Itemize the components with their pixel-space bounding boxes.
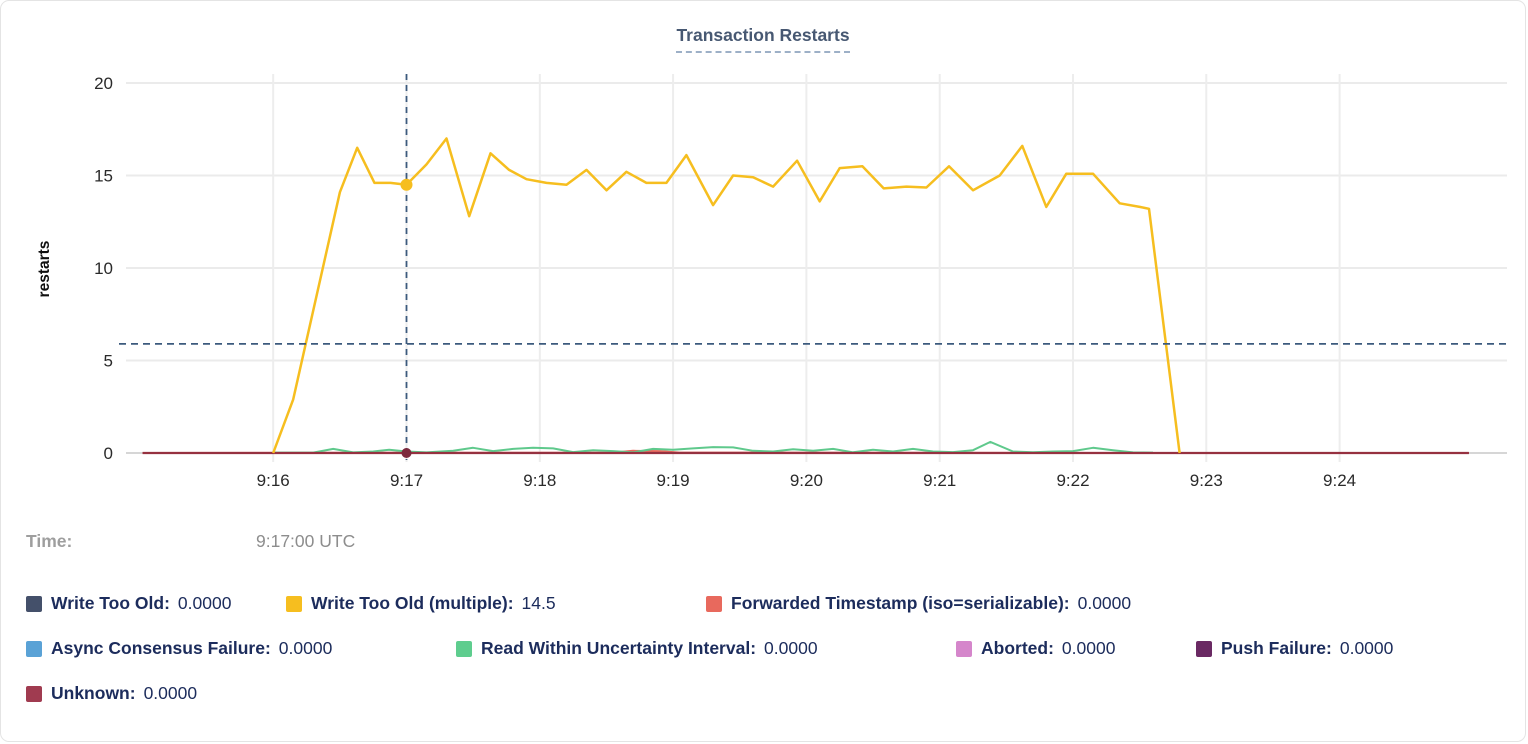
chart-header: Transaction Restarts bbox=[1, 25, 1525, 53]
legend-item-async-consensus-failure[interactable]: Async Consensus Failure: 0.0000 bbox=[26, 638, 456, 659]
y-tick-label: 0 bbox=[104, 444, 113, 463]
x-tick-label: 9:16 bbox=[257, 471, 290, 490]
y-tick-label: 15 bbox=[94, 167, 113, 186]
series-color-swatch bbox=[26, 685, 42, 702]
legend-item-push-failure[interactable]: Push Failure: 0.0000 bbox=[1196, 638, 1393, 659]
x-tick-label: 9:18 bbox=[523, 471, 556, 490]
x-tick-label: 9:24 bbox=[1323, 471, 1356, 490]
legend-series-value: 14.5 bbox=[521, 593, 556, 613]
legend-series-value: 0.0000 bbox=[1339, 638, 1394, 658]
x-tick-label: 9:19 bbox=[657, 471, 690, 490]
series-color-swatch bbox=[956, 640, 972, 657]
axis-labels: 0 5 10 15 20 9:16 9:17 9:18 9:19 9:20 9:21 9:22 9:23… bbox=[36, 74, 1356, 490]
legend-item-unknown[interactable]: Unknown: 0.0000 bbox=[26, 683, 197, 704]
time-value: 9:17:00 UTC bbox=[256, 531, 356, 551]
series-color-swatch bbox=[286, 595, 302, 612]
legend-series-label: Write Too Old: bbox=[51, 593, 170, 613]
legend-series-label: Write Too Old (multiple): bbox=[311, 593, 514, 613]
series-lines bbox=[142, 137, 1469, 455]
legend-item-read-within-uncertainty-interval[interactable]: Read Within Uncertainty Interval: 0.0000 bbox=[456, 638, 956, 659]
x-tick-label: 9:20 bbox=[790, 471, 823, 490]
transaction-restarts-chart[interactable]: 0 5 10 15 20 9:16 9:17 9:18 9:19 9:20 9:21 9:22 9:23… bbox=[1, 1, 1526, 506]
y-tick-label: 10 bbox=[94, 259, 113, 278]
hover-marker-unknown bbox=[401, 448, 412, 458]
legend-series-label: Unknown: bbox=[51, 683, 136, 703]
legend-series-value: 0.0000 bbox=[1077, 593, 1132, 613]
series-color-swatch bbox=[456, 640, 472, 657]
legend-item-aborted[interactable]: Aborted: 0.0000 bbox=[956, 638, 1196, 659]
hover-time-row: Time: 9:17:00 UTC bbox=[1, 531, 1525, 552]
series-color-swatch bbox=[26, 595, 42, 612]
chart-title-link[interactable]: Transaction Restarts bbox=[676, 25, 850, 53]
legend-series-label: Push Failure: bbox=[1221, 638, 1332, 658]
legend-item-forwarded-timestamp-iso-serializable[interactable]: Forwarded Timestamp (iso=serializable): 0… bbox=[706, 593, 1131, 614]
legend-series-value: 0.0000 bbox=[1061, 638, 1116, 658]
hover-marker-write-too-old-multiple bbox=[400, 178, 413, 191]
legend-row: Write Too Old: 0.0000 Write Too Old (multi… bbox=[1, 581, 1525, 626]
x-tick-label: 9:22 bbox=[1056, 471, 1089, 490]
legend-series-label: Aborted: bbox=[981, 638, 1054, 658]
legend-series-value: 0.0000 bbox=[764, 638, 818, 658]
legend-row: Async Consensus Failure: 0.0000 Read Withi… bbox=[1, 626, 1525, 671]
x-tick-label: 9:21 bbox=[923, 471, 956, 490]
legend: Write Too Old: 0.0000 Write Too Old (multi… bbox=[1, 581, 1525, 716]
legend-series-label: Read Within Uncertainty Interval: bbox=[481, 638, 757, 658]
y-axis-title: restarts bbox=[36, 241, 53, 298]
hover-point-markers bbox=[400, 178, 413, 458]
time-label: Time: bbox=[26, 531, 73, 551]
legend-item-write-too-old[interactable]: Write Too Old: 0.0000 bbox=[26, 593, 286, 614]
legend-series-label: Async Consensus Failure: bbox=[51, 638, 271, 658]
legend-item-write-too-old-multiple[interactable]: Write Too Old (multiple): 14.5 bbox=[286, 593, 706, 614]
legend-series-value: 0.0000 bbox=[278, 638, 333, 658]
series-color-swatch bbox=[1196, 640, 1212, 657]
y-tick-label: 20 bbox=[94, 74, 113, 93]
series-color-swatch bbox=[706, 595, 722, 612]
y-tick-label: 5 bbox=[104, 352, 113, 371]
series-line-write-too-old-multiple bbox=[272, 137, 1181, 454]
gridlines bbox=[126, 74, 1507, 462]
hover-crosshair bbox=[119, 74, 1507, 460]
legend-series-value: 0.0000 bbox=[177, 593, 232, 613]
legend-series-label: Forwarded Timestamp (iso=serializable): bbox=[731, 593, 1070, 613]
legend-row: Unknown: 0.0000 bbox=[1, 671, 1525, 716]
x-tick-label: 9:17 bbox=[390, 471, 423, 490]
legend-series-value: 0.0000 bbox=[143, 683, 198, 703]
x-tick-label: 9:23 bbox=[1190, 471, 1223, 490]
series-color-swatch bbox=[26, 640, 42, 657]
